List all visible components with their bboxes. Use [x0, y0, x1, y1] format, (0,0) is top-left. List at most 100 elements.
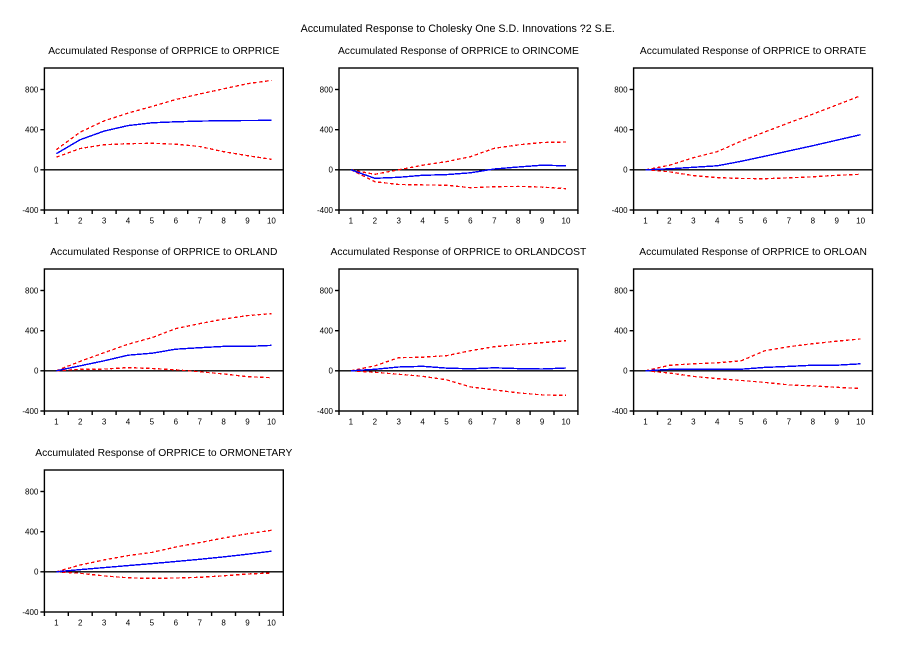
svg-text:10: 10: [267, 217, 276, 226]
svg-text:2: 2: [667, 418, 672, 427]
svg-text:4: 4: [126, 619, 131, 628]
svg-text:-400: -400: [317, 407, 334, 416]
svg-text:3: 3: [102, 217, 107, 226]
svg-text:400: 400: [25, 327, 39, 336]
svg-text:1: 1: [643, 217, 648, 226]
svg-text:6: 6: [763, 418, 768, 427]
svg-text:5: 5: [739, 217, 744, 226]
svg-text:400: 400: [320, 126, 334, 135]
svg-text:9: 9: [245, 619, 250, 628]
svg-text:4: 4: [420, 418, 425, 427]
svg-text:4: 4: [715, 217, 720, 226]
svg-text:6: 6: [174, 217, 179, 226]
svg-text:Accumulated Response of ORPRIC: Accumulated Response of ORPRICE to ORLAN…: [50, 247, 277, 258]
svg-text:8: 8: [516, 418, 521, 427]
svg-text:8: 8: [811, 217, 816, 226]
svg-text:-400: -400: [22, 407, 39, 416]
svg-text:0: 0: [329, 166, 334, 175]
svg-text:1: 1: [349, 217, 354, 226]
svg-text:3: 3: [691, 217, 696, 226]
svg-text:800: 800: [614, 85, 628, 94]
svg-text:6: 6: [468, 217, 473, 226]
svg-text:8: 8: [516, 217, 521, 226]
svg-text:10: 10: [562, 418, 571, 427]
svg-text:400: 400: [320, 327, 334, 336]
svg-text:4: 4: [126, 418, 131, 427]
svg-text:7: 7: [787, 418, 792, 427]
svg-text:2: 2: [78, 217, 83, 226]
svg-text:7: 7: [492, 217, 497, 226]
svg-text:9: 9: [245, 418, 250, 427]
svg-text:8: 8: [221, 619, 226, 628]
svg-text:1: 1: [54, 619, 59, 628]
svg-text:5: 5: [739, 418, 744, 427]
svg-text:10: 10: [562, 217, 571, 226]
svg-text:400: 400: [614, 126, 628, 135]
svg-text:800: 800: [614, 286, 628, 295]
svg-text:Accumulated Response of ORPRIC: Accumulated Response of ORPRICE to ORPRI…: [48, 46, 279, 57]
svg-text:8: 8: [811, 418, 816, 427]
svg-text:2: 2: [78, 418, 83, 427]
svg-text:Accumulated Response to Choles: Accumulated Response to Cholesky One S.D…: [301, 23, 615, 35]
svg-text:9: 9: [834, 418, 839, 427]
svg-text:10: 10: [856, 418, 865, 427]
svg-text:4: 4: [420, 217, 425, 226]
svg-text:2: 2: [667, 217, 672, 226]
svg-text:5: 5: [150, 418, 155, 427]
svg-text:9: 9: [540, 217, 545, 226]
svg-text:10: 10: [267, 619, 276, 628]
svg-text:0: 0: [34, 166, 39, 175]
svg-text:5: 5: [150, 619, 155, 628]
svg-text:2: 2: [373, 418, 378, 427]
svg-text:-400: -400: [612, 407, 629, 416]
svg-text:1: 1: [54, 418, 59, 427]
svg-text:6: 6: [468, 418, 473, 427]
svg-text:4: 4: [715, 418, 720, 427]
svg-text:Accumulated Response of ORPRIC: Accumulated Response of ORPRICE to ORMON…: [35, 448, 292, 459]
svg-text:7: 7: [197, 217, 202, 226]
svg-text:Accumulated Response of ORPRIC: Accumulated Response of ORPRICE to ORINC…: [338, 46, 579, 57]
svg-text:800: 800: [25, 286, 39, 295]
svg-text:3: 3: [691, 418, 696, 427]
svg-text:7: 7: [197, 418, 202, 427]
svg-text:Accumulated Response of ORPRIC: Accumulated Response of ORPRICE to ORLOA…: [639, 247, 867, 258]
svg-text:9: 9: [245, 217, 250, 226]
svg-text:7: 7: [492, 418, 497, 427]
svg-text:8: 8: [221, 217, 226, 226]
svg-text:400: 400: [25, 528, 39, 537]
svg-text:400: 400: [614, 327, 628, 336]
svg-text:800: 800: [25, 487, 39, 496]
svg-text:10: 10: [856, 217, 865, 226]
svg-text:0: 0: [623, 166, 628, 175]
svg-text:0: 0: [329, 367, 334, 376]
svg-text:800: 800: [320, 286, 334, 295]
svg-text:4: 4: [126, 217, 131, 226]
svg-text:6: 6: [763, 217, 768, 226]
svg-text:3: 3: [102, 619, 107, 628]
svg-text:2: 2: [373, 217, 378, 226]
svg-text:9: 9: [540, 418, 545, 427]
svg-text:-400: -400: [22, 206, 39, 215]
svg-text:-400: -400: [612, 206, 629, 215]
svg-text:10: 10: [267, 418, 276, 427]
svg-text:8: 8: [221, 418, 226, 427]
svg-text:1: 1: [54, 217, 59, 226]
svg-text:5: 5: [444, 217, 449, 226]
svg-text:1: 1: [643, 418, 648, 427]
svg-text:800: 800: [320, 85, 334, 94]
svg-text:5: 5: [444, 418, 449, 427]
svg-text:0: 0: [34, 568, 39, 577]
svg-text:7: 7: [197, 619, 202, 628]
svg-text:3: 3: [396, 217, 401, 226]
svg-text:0: 0: [623, 367, 628, 376]
svg-text:5: 5: [150, 217, 155, 226]
svg-text:6: 6: [174, 619, 179, 628]
svg-text:2: 2: [78, 619, 83, 628]
svg-text:Accumulated Response of ORPRIC: Accumulated Response of ORPRICE to ORLAN…: [330, 247, 587, 258]
svg-text:-400: -400: [317, 206, 334, 215]
svg-text:400: 400: [25, 126, 39, 135]
svg-text:Accumulated Response of ORPRIC: Accumulated Response of ORPRICE to ORRAT…: [640, 46, 867, 57]
svg-text:800: 800: [25, 85, 39, 94]
svg-text:6: 6: [174, 418, 179, 427]
svg-text:3: 3: [102, 418, 107, 427]
